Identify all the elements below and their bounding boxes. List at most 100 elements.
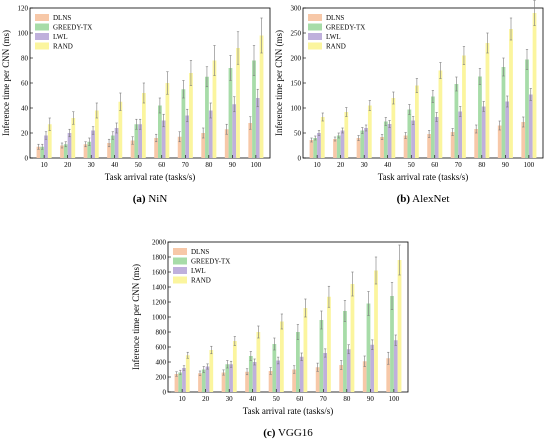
bar-dlns (315, 367, 320, 392)
bar-greedy-tx (296, 332, 300, 392)
x-axis: 10 20 30 40 50 60 70 80 90 100 (314, 155, 535, 169)
x-axis-label: Task arrival rate (tasks/s) (378, 172, 469, 182)
bar-rand (509, 29, 513, 158)
x-axis-label: Task arrival rate (tasks/s) (243, 406, 334, 416)
x-tick-label: 90 (367, 395, 375, 403)
bar-lwl (393, 340, 398, 392)
bar-rand (185, 355, 190, 392)
legend-label: RAND (53, 43, 73, 51)
bars-layer (36, 17, 264, 158)
x-tick-label: 40 (111, 161, 119, 169)
y-tick-label: 50 (294, 129, 302, 137)
bar-lwl (208, 110, 213, 158)
bar-greedy-tx (478, 76, 482, 158)
bar-lwl (346, 349, 351, 392)
bar-greedy-tx (181, 89, 186, 158)
bar-dlns (333, 139, 337, 158)
legend-swatch (35, 33, 49, 40)
bar-dlns (60, 145, 64, 158)
y-axis-label: Inference time per CNN (ms) (1, 30, 11, 136)
bar-lwl (138, 124, 142, 158)
legend-label: RAND (326, 43, 346, 51)
caption-letter: (c) (263, 427, 276, 439)
legend-swatch (173, 276, 187, 284)
y-tick-label: 600 (156, 343, 167, 351)
bar-lwl (299, 356, 304, 392)
bar-lwl (434, 117, 439, 158)
caption: (b) AlexNet (397, 193, 450, 205)
y-tick-label: 20 (21, 129, 29, 137)
chart-vgg16: 0 200 400 600 800 1000 1200 1400 1600 1800 2000 10… (131, 238, 409, 439)
legend-label: GREEDY-TX (191, 258, 230, 266)
bar-lwl (161, 120, 166, 158)
y-tick-label: 0 (25, 154, 29, 162)
bar-greedy-tx (319, 320, 324, 392)
y-tick-label: 200 (156, 373, 167, 381)
bar-lwl (232, 104, 237, 158)
y-tick-label: 40 (21, 104, 29, 112)
x-tick-label: 10 (314, 161, 322, 169)
bar-greedy-tx (501, 67, 506, 158)
bar-rand (485, 43, 490, 158)
bar-greedy-tx (272, 344, 277, 392)
x-tick-label: 20 (202, 395, 210, 403)
y-tick-label: 100 (18, 29, 29, 37)
bar-rand (232, 341, 237, 392)
bar-rand (236, 48, 240, 158)
bar-dlns (362, 361, 367, 392)
bar-rand (327, 296, 331, 392)
bar-greedy-tx (225, 364, 230, 392)
bar-dlns (386, 358, 391, 392)
bar-greedy-tx (134, 124, 139, 158)
bar-greedy-tx (228, 68, 233, 158)
legend-swatch (308, 33, 322, 40)
x-tick-label: 30 (88, 161, 96, 169)
bar-greedy-tx (158, 105, 162, 158)
y-tick-label: 1200 (152, 298, 167, 306)
bar-dlns (107, 143, 111, 158)
x-tick-label: 90 (229, 161, 237, 169)
bar-lwl (252, 362, 257, 392)
bar-rand (71, 118, 76, 158)
bar-greedy-tx (454, 84, 459, 158)
bar-lwl (255, 98, 260, 158)
bar-dlns (474, 129, 479, 158)
bar-dlns (356, 138, 361, 158)
caption-name: NiN (148, 193, 167, 205)
bar-greedy-tx (360, 130, 365, 158)
bar-lwl (364, 128, 368, 158)
y-tick-label: 250 (291, 29, 302, 37)
y-tick-label: 2000 (152, 238, 167, 246)
bar-rand (256, 332, 261, 392)
x-axis: 10 20 30 40 50 60 70 80 90 100 (179, 389, 400, 403)
bar-lwl (276, 360, 280, 392)
bar-rand (397, 260, 402, 392)
bar-greedy-tx (383, 121, 388, 158)
x-tick-label: 10 (179, 395, 187, 403)
caption: (a) NiN (133, 193, 168, 205)
y-tick-label: 0 (163, 388, 167, 396)
legend-swatch (35, 23, 49, 31)
y-tick-label: 300 (291, 4, 302, 12)
x-tick-label: 70 (320, 395, 328, 403)
legend-label: DLNS (191, 248, 209, 256)
x-tick-label: 40 (384, 161, 392, 169)
x-tick-label: 60 (158, 161, 166, 169)
bar-lwl (229, 364, 233, 392)
bar-dlns (497, 125, 502, 158)
bar-rand (374, 270, 378, 392)
bar-greedy-tx (110, 135, 115, 158)
bar-dlns (174, 374, 179, 392)
bar-lwl (387, 124, 392, 158)
x-tick-label: 60 (296, 395, 304, 403)
bar-lwl (411, 120, 415, 158)
y-tick-label: 200 (291, 54, 302, 62)
bar-greedy-tx (366, 303, 371, 392)
bar-rand (165, 83, 170, 158)
y-axis-label: Inference time per CNN (ms) (274, 30, 284, 136)
caption-name: AlexNet (412, 193, 449, 205)
y-tick-label: 80 (21, 54, 29, 62)
x-tick-label: 50 (408, 161, 416, 169)
y-tick-label: 1600 (152, 268, 167, 276)
